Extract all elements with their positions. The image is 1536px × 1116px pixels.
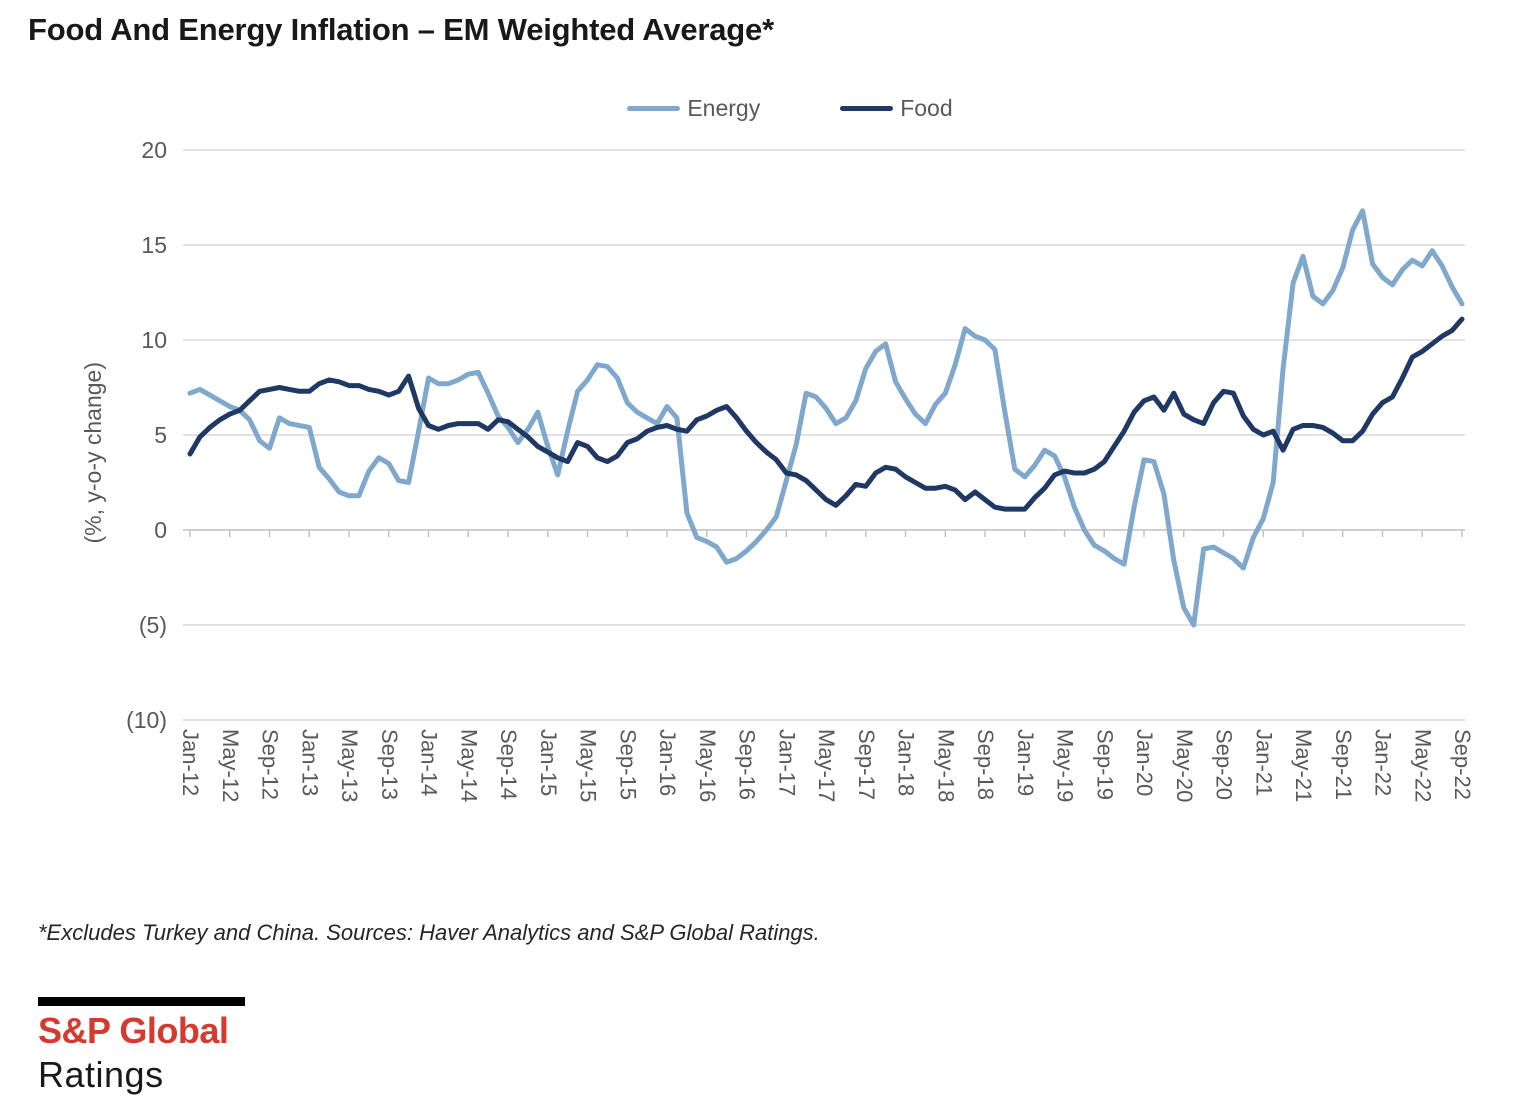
logo-bar [38, 997, 245, 1006]
logo-brand: S&P Global [38, 1010, 229, 1051]
legend-item-food: Food [840, 95, 953, 122]
x-tick-label: Jan-20 [1132, 729, 1157, 797]
x-tick-label: Sep-20 [1211, 729, 1237, 800]
x-tick-label: Jan-16 [655, 729, 680, 797]
legend-label-energy: Energy [687, 95, 761, 121]
sp-global-logo: S&P Global Ratings [38, 997, 245, 1096]
x-tick-label: Jan-15 [535, 729, 561, 797]
x-tick-label: Sep-17 [853, 729, 879, 800]
x-tick-label: May-18 [933, 729, 959, 803]
food-line [187, 316, 1465, 512]
energy-line [187, 208, 1465, 628]
x-tick-label: Jan-14 [416, 729, 442, 797]
x-tick-label: May-16 [694, 729, 720, 803]
chart-legend: Energy Food [22, 95, 1536, 122]
legend-item-energy: Energy [627, 95, 760, 122]
x-tick-label: Sep-15 [615, 729, 641, 800]
x-tick-label: Sep-16 [734, 729, 760, 800]
x-tick-label: Sep-21 [1330, 729, 1356, 800]
y-tick-label: 15 [141, 232, 167, 258]
x-tick-label: Jan-12 [178, 729, 203, 797]
y-tick-label: 10 [141, 327, 167, 353]
y-axis-labels: 20 15 10 5 0 (5) (10) [0, 0, 167, 780]
x-tick-label: Jan-19 [1012, 729, 1038, 797]
x-tick-label: May-20 [1171, 729, 1197, 803]
energy-line-swatch [627, 106, 681, 111]
x-tick-label: Sep-13 [376, 729, 402, 800]
x-tick-label: Sep-12 [257, 729, 283, 800]
x-tick-label: May-15 [575, 729, 601, 803]
logo-division: Ratings [38, 1054, 164, 1095]
footnote: *Excludes Turkey and China. Sources: Hav… [38, 920, 820, 945]
y-tick-label: 0 [154, 517, 167, 543]
x-tick-label: Jan-21 [1251, 729, 1277, 797]
chart-title: Food And Energy Inflation – EM Weighted … [28, 12, 774, 47]
y-tick-label: (10) [126, 707, 167, 733]
x-tick-label: Sep-18 [973, 729, 998, 800]
x-tick-label: May-19 [1052, 729, 1078, 803]
y-tick-label: 20 [141, 137, 167, 163]
x-tick-label: May-14 [456, 729, 482, 803]
x-tick-label: Sep-14 [496, 729, 521, 800]
x-tick-label: May-12 [217, 729, 243, 803]
x-tick-label: May-22 [1410, 729, 1436, 803]
y-tick-label: 5 [154, 422, 167, 448]
x-tick-label: Sep-22 [1450, 729, 1475, 800]
legend-label-food: Food [900, 95, 953, 121]
x-tick-label: Jan-22 [1370, 729, 1396, 797]
x-tick-label: Jan-17 [774, 729, 800, 797]
x-tick-label: May-13 [337, 729, 362, 803]
y-tick-label: (5) [138, 612, 167, 638]
x-tick-label: Sep-19 [1092, 729, 1118, 800]
x-tick-label: May-21 [1291, 729, 1316, 803]
x-tick-label: Jan-13 [297, 729, 323, 797]
food-line-swatch [840, 106, 894, 111]
x-tick-label: Jan-18 [893, 729, 919, 797]
x-tick-label: May-17 [814, 729, 839, 803]
